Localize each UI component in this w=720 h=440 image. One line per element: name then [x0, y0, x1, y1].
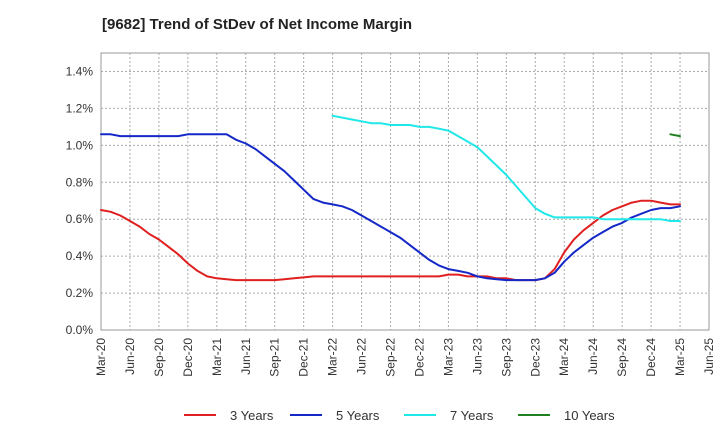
y-tick-label: 0.4% [66, 249, 94, 263]
x-tick-label: Dec-24 [644, 338, 658, 377]
x-tick-label: Sep-22 [384, 338, 398, 377]
y-tick-label: 0.8% [66, 175, 94, 189]
legend-swatch-3-years [184, 414, 216, 416]
legend-label-7-years: 7 Years [450, 407, 494, 423]
x-tick-label: Jun-25 [702, 338, 716, 375]
x-tick-label: Jun-23 [470, 338, 484, 375]
y-tick-label: 0.0% [66, 323, 94, 337]
y-tick-label: 0.6% [66, 212, 94, 226]
x-tick-label: Mar-23 [441, 338, 455, 376]
legend-item-7-years: 7 Years [404, 404, 493, 426]
legend-item-10-years: 10 Years [518, 404, 615, 426]
x-tick-label: Jun-21 [239, 338, 253, 375]
legend-swatch-5-years [290, 414, 322, 416]
series-line-3-years [100, 199, 681, 282]
x-tick-label: Dec-21 [297, 338, 311, 377]
x-tick-label: Sep-24 [615, 338, 629, 377]
x-tick-label: Dec-22 [412, 338, 426, 377]
chart-grid [100, 53, 710, 331]
x-tick-label: Mar-22 [326, 338, 340, 376]
x-tick-label: Mar-24 [557, 338, 571, 376]
x-tick-label: Dec-23 [528, 338, 542, 377]
y-tick-label: 1.4% [66, 64, 94, 78]
x-tick-label: Mar-20 [94, 338, 108, 376]
x-tick-label: Mar-25 [673, 338, 687, 376]
y-axis: 0.0% 0.2% 0.4% 0.6% 0.8% 1.0% 1.2% 1.4% [66, 64, 94, 337]
series-lines [100, 114, 681, 282]
line-chart: 0.0% 0.2% 0.4% 0.6% 0.8% 1.0% 1.2% 1.4% Mar-20 J… [66, 52, 716, 377]
legend-label-10-years: 10 Years [564, 407, 615, 423]
x-tick-label: Dec-20 [181, 338, 195, 377]
series-line-10-years [669, 133, 681, 138]
legend-item-5-years: 5 Years [290, 404, 379, 426]
x-tick-label: Jun-20 [123, 338, 137, 375]
chart-title: [9682] Trend of StDev of Net Income Marg… [102, 16, 413, 33]
legend-swatch-7-years [404, 414, 436, 416]
x-tick-label: Sep-20 [152, 338, 166, 377]
x-axis: Mar-20 Jun-20 Sep-20 Dec-20 Mar-21 Jun-21 Sep-… [94, 338, 716, 377]
x-tick-label: Mar-21 [210, 338, 224, 376]
y-tick-label: 1.2% [66, 101, 94, 115]
legend-label-5-years: 5 Years [336, 407, 380, 423]
legend-label-3-years: 3 Years [230, 407, 274, 423]
y-tick-label: 0.2% [66, 286, 94, 300]
y-tick-label: 1.0% [66, 138, 94, 152]
x-tick-label: Jun-24 [586, 338, 600, 375]
series-line-7-years [331, 114, 681, 222]
plot-area-border [100, 52, 710, 331]
x-tick-label: Jun-22 [355, 338, 369, 375]
legend-item-3-years: 3 Years [184, 404, 273, 426]
legend-swatch-10-years [518, 414, 550, 416]
chart-legend: 3 Years 5 Years 7 Years 10 Years [0, 404, 720, 426]
series-line-5-years [100, 133, 681, 282]
x-tick-label: Sep-23 [499, 338, 513, 377]
x-tick-label: Sep-21 [268, 338, 282, 377]
